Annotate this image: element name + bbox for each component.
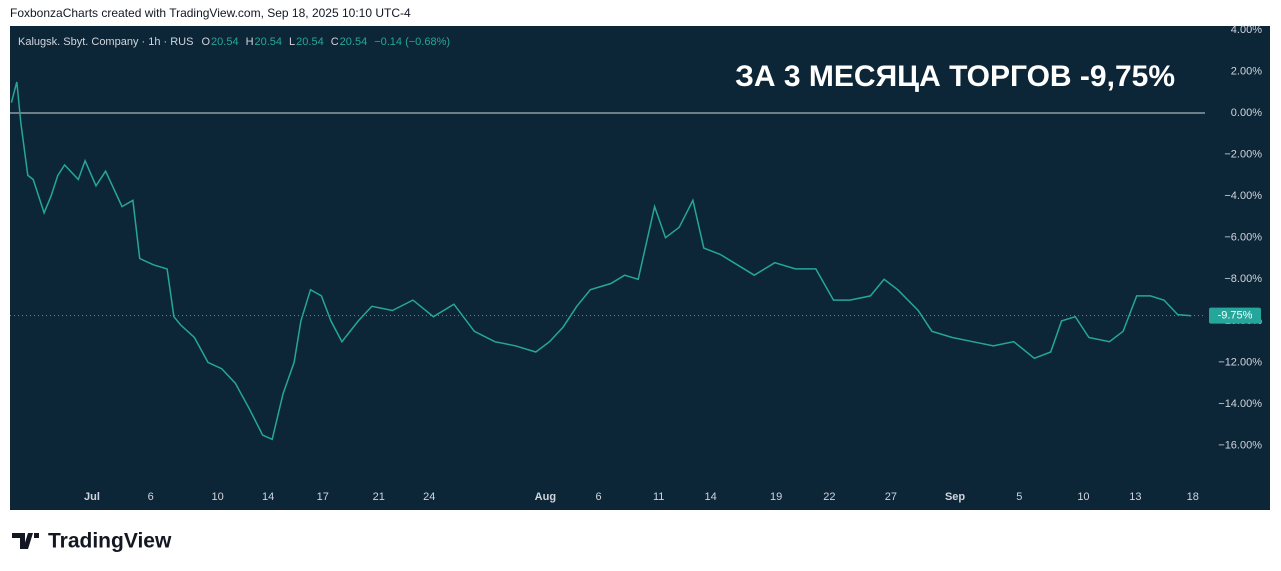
annotation: ЗА 3 МЕСЯЦА ТОРГОВ -9,75% — [735, 60, 1175, 93]
x-tick-label: 10 — [1077, 491, 1089, 503]
x-tick-label: 14 — [704, 491, 716, 503]
logo — [12, 533, 39, 549]
legend-key: O — [201, 36, 210, 48]
legend-value: 20.54 — [211, 36, 239, 48]
legend-value: 20.54 — [296, 36, 324, 48]
attribution: FoxbonzaCharts created with TradingView.… — [10, 6, 411, 20]
y-tick-label: −4.00% — [1224, 190, 1262, 202]
x-tick-label: 13 — [1129, 491, 1141, 503]
last-price-label: -9.75% — [1218, 310, 1253, 322]
x-tick-label: 11 — [653, 491, 664, 503]
y-tick-label: −16.00% — [1218, 439, 1262, 451]
legend-key: L — [289, 36, 295, 48]
price-line — [10, 81, 1192, 441]
x-tick-label: 19 — [770, 491, 782, 503]
x-tick-label: 18 — [1187, 491, 1199, 503]
x-tick-label: Aug — [535, 491, 556, 503]
x-tick-label: 24 — [423, 491, 435, 503]
x-tick-label: 6 — [596, 491, 602, 503]
legend-change: −0.14 (−0.68%) — [374, 36, 450, 48]
y-tick-label: −6.00% — [1224, 232, 1262, 244]
y-tick-label: −8.00% — [1224, 273, 1262, 285]
y-tick-label: −2.00% — [1224, 149, 1262, 161]
legend-key: C — [331, 36, 339, 48]
x-tick-label: 17 — [317, 491, 329, 503]
legend-symbol: Kalugsk. Sbyt. Company · 1h · RUS — [18, 36, 193, 48]
x-tick-label: Jul — [84, 491, 100, 503]
y-tick-label: 4.00% — [1231, 24, 1262, 36]
x-tick-label: 10 — [211, 491, 223, 503]
legend-key: H — [246, 36, 254, 48]
brand: TradingView — [48, 530, 172, 553]
y-tick-label: −12.00% — [1218, 356, 1262, 368]
y-tick-label: −14.00% — [1218, 398, 1262, 410]
x-tick-label: 5 — [1016, 491, 1022, 503]
legend-value: 20.54 — [340, 36, 368, 48]
x-tick-label: 6 — [148, 491, 154, 503]
y-tick-label: 2.00% — [1231, 65, 1262, 77]
x-tick-label: 14 — [262, 491, 274, 503]
x-tick-label: 27 — [885, 491, 897, 503]
x-tick-label: 21 — [373, 491, 385, 503]
legend-value: 20.54 — [255, 36, 283, 48]
last-price-box — [1209, 307, 1261, 324]
x-tick-label: Sep — [945, 491, 965, 503]
x-tick-label: 22 — [823, 491, 835, 503]
y-tick-label: 0.00% — [1231, 107, 1262, 119]
